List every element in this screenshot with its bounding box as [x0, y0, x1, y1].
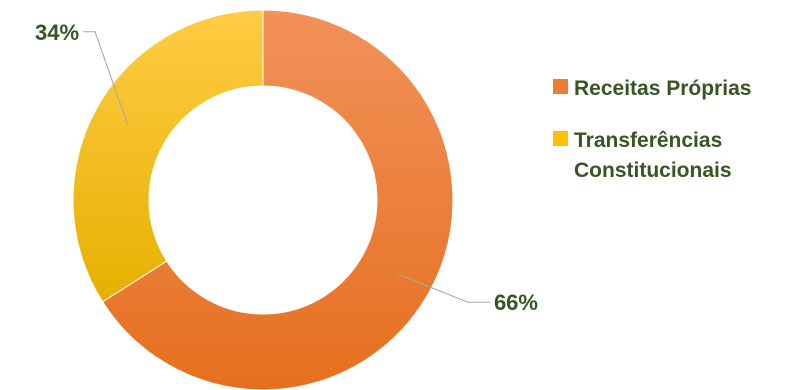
legend-label-line-1: Transferências — [574, 129, 723, 152]
slice-transferencias-constitucionais[interactable] — [72, 9, 264, 303]
data-label-receitas-proprias: 66% — [494, 290, 538, 315]
legend-swatch-transferencias-constitucionais — [553, 131, 568, 146]
legend-item-receitas-proprias[interactable]: Receitas Próprias — [553, 74, 783, 104]
leader-line-receitas-proprias — [397, 273, 490, 303]
legend-label-transferencias-constitucionais: Transferências Constitucionais — [574, 126, 732, 186]
legend-swatch-receitas-proprias — [553, 79, 568, 94]
legend-label-line-2: Constitucionais — [574, 159, 732, 182]
legend-item-transferencias-constitucionais[interactable]: Transferências Constitucionais — [553, 126, 783, 186]
leader-line-transferencias-constitucionais — [83, 31, 129, 126]
slice-receitas-proprias[interactable] — [101, 9, 454, 390]
chart-legend: Receitas Próprias Transferências Constit… — [553, 74, 783, 208]
data-label-transferencias-constitucionais: 34% — [35, 20, 79, 45]
legend-label-receitas-proprias: Receitas Próprias — [574, 77, 752, 100]
